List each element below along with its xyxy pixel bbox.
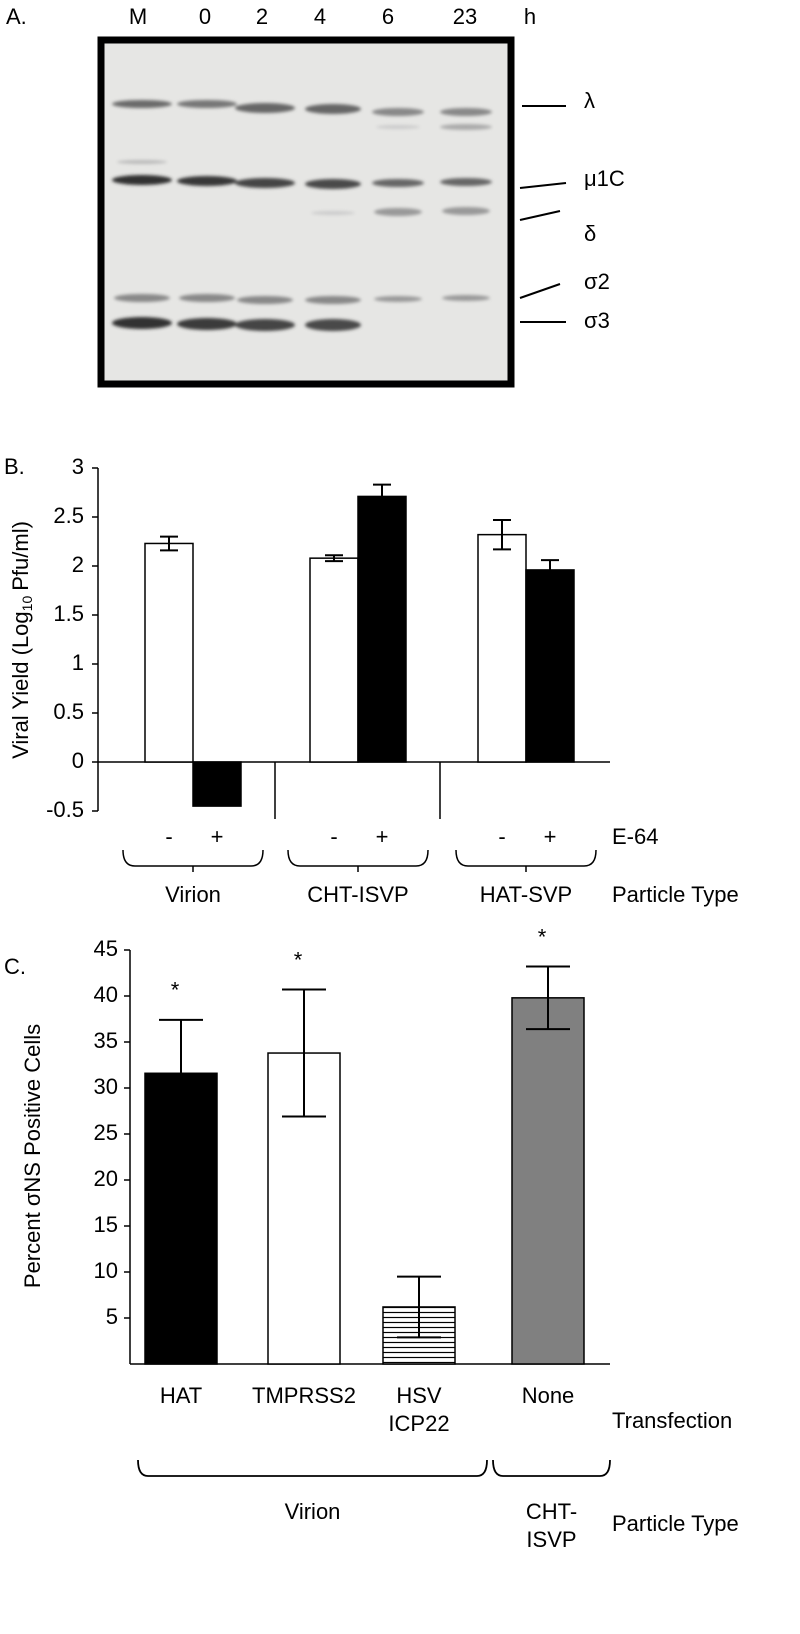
group-bracket xyxy=(122,849,264,872)
error-bar xyxy=(541,559,559,581)
y-tick-label: 1.5 xyxy=(53,601,84,626)
group-bracket xyxy=(492,1459,611,1477)
band-label: σ3 xyxy=(584,308,610,333)
error-bar xyxy=(493,518,511,551)
lane-label: M xyxy=(129,4,147,29)
series-label: + xyxy=(211,824,224,849)
lane-label: 6 xyxy=(382,4,394,29)
significance-mark: * xyxy=(294,947,303,972)
y-tick-label: 45 xyxy=(94,936,118,961)
lane-label: 4 xyxy=(314,4,326,29)
y-tick-label: -0.5 xyxy=(46,797,84,822)
band-pointers xyxy=(519,105,567,323)
y-tick-label: 40 xyxy=(94,982,118,1007)
y-tick-label: 5 xyxy=(106,1304,118,1329)
x-tick-label: CHT-ISVP xyxy=(307,882,408,907)
series-label: - xyxy=(330,824,337,849)
y-tick-label: 2 xyxy=(72,552,84,577)
band-label: σ2 xyxy=(584,269,610,294)
x-tick-label: HSV ICP22 xyxy=(388,1383,450,1436)
y-axis-label-part: Viral Yield (Log xyxy=(8,611,33,759)
error-bar xyxy=(373,483,391,510)
significance-mark: * xyxy=(538,924,547,949)
bar xyxy=(144,542,194,763)
bar xyxy=(477,533,527,763)
y-tick-label: 0.5 xyxy=(53,699,84,724)
x-tick-label: HAT xyxy=(159,1383,203,1408)
y-axis-label: Viral Yield (Log10 Pfu/ml) xyxy=(8,521,35,759)
bar xyxy=(357,495,407,763)
y-axis-label-sub: 10 xyxy=(19,596,35,612)
panel-label: A. xyxy=(6,4,27,29)
group-bracket xyxy=(287,849,429,872)
band-label: μ1C xyxy=(584,166,625,191)
lane-label: 23 xyxy=(453,4,477,29)
group-axis-label: Particle Type xyxy=(612,1511,739,1536)
lane-unit: h xyxy=(524,4,536,29)
y-tick-label: 0 xyxy=(72,748,84,773)
group-label: Virion xyxy=(284,1499,341,1524)
bar xyxy=(309,557,359,763)
bar xyxy=(511,997,585,1365)
band-label: λ xyxy=(584,88,595,113)
band-label: δ xyxy=(584,221,596,246)
y-tick-label: 30 xyxy=(94,1074,118,1099)
gel-image xyxy=(97,36,515,388)
x-tick-label: TMPRSS2 xyxy=(252,1383,356,1408)
y-tick-label: 15 xyxy=(94,1212,118,1237)
group-bracket xyxy=(137,1459,488,1477)
error-bar xyxy=(397,1275,441,1339)
error-bar xyxy=(325,554,343,563)
group-axis-label: Particle Type xyxy=(612,882,739,907)
y-tick-label: 10 xyxy=(94,1258,118,1283)
legend-label: E-64 xyxy=(612,824,658,849)
y-tick-label: 1 xyxy=(72,650,84,675)
bar xyxy=(525,569,575,763)
x-tick-label: HAT-SVP xyxy=(480,882,573,907)
y-tick-label: 35 xyxy=(94,1028,118,1053)
group-bracket xyxy=(455,849,597,872)
series-label: - xyxy=(165,824,172,849)
error-bar xyxy=(160,535,178,552)
x-axis-label: Transfection xyxy=(612,1408,732,1433)
x-tick-label: None xyxy=(521,1383,575,1408)
series-label: + xyxy=(544,824,557,849)
x-tick-label: Virion xyxy=(165,882,221,907)
y-axis-label: Percent σNS Positive Cells xyxy=(20,1024,45,1288)
panel-label: C. xyxy=(4,954,26,979)
y-tick-label: 20 xyxy=(94,1166,118,1191)
y-axis-label-part: Pfu/ml) xyxy=(8,521,33,591)
lane-label: 2 xyxy=(256,4,268,29)
group-label: CHT-ISVP xyxy=(525,1499,578,1552)
series-label: - xyxy=(498,824,505,849)
bar xyxy=(192,761,242,807)
y-tick-label: 25 xyxy=(94,1120,118,1145)
error-bar xyxy=(159,1018,203,1128)
error-bar xyxy=(282,988,326,1118)
error-bar xyxy=(526,965,570,1031)
y-tick-label: 2.5 xyxy=(53,503,84,528)
y-tick-label: 3 xyxy=(72,454,84,479)
series-label: + xyxy=(376,824,389,849)
lane-label: 0 xyxy=(199,4,211,29)
panel-label: B. xyxy=(4,454,25,479)
significance-mark: * xyxy=(171,978,180,1003)
